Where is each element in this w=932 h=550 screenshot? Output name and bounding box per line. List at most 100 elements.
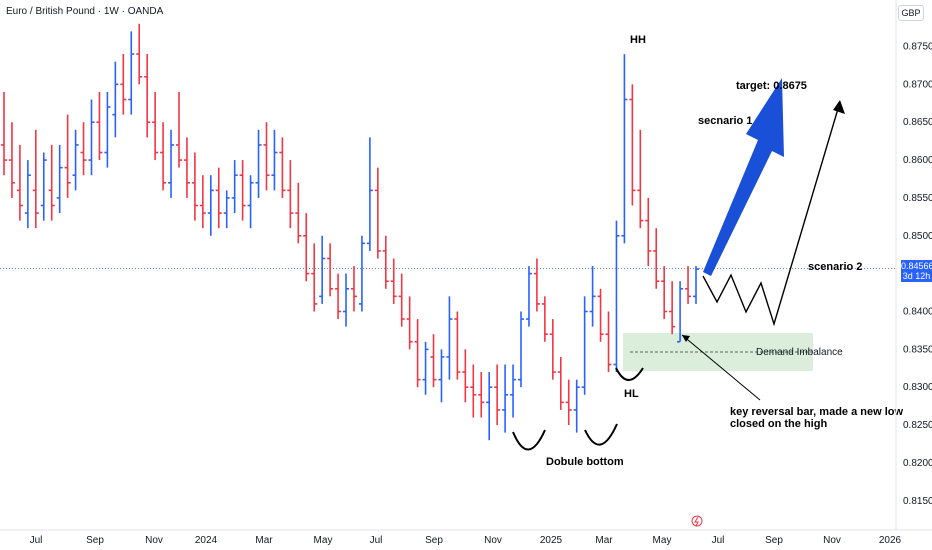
ohlc-bar bbox=[478, 372, 485, 418]
ohlc-bar bbox=[32, 129, 39, 229]
ohlc-bar bbox=[96, 91, 103, 161]
ohlc-bar bbox=[335, 273, 342, 320]
ohlc-bar bbox=[152, 91, 159, 161]
higher-low-label: HL bbox=[624, 388, 639, 400]
ohlc-bar bbox=[525, 266, 532, 327]
double-bottom-label: Dobule bottom bbox=[546, 456, 624, 468]
ohlc-bar bbox=[295, 182, 302, 244]
ohlc-bar bbox=[271, 129, 278, 191]
ohlc-bar bbox=[669, 281, 676, 335]
double-bottom-arc-right bbox=[584, 423, 618, 446]
drawings-layer: Dobule bottom HL HH key reversal bar, made … bbox=[512, 34, 903, 527]
reversal-pointer-head bbox=[682, 335, 690, 342]
higher-high-label: HH bbox=[630, 34, 646, 46]
x-tick-label: Jul bbox=[30, 535, 43, 546]
ohlc-bar bbox=[358, 235, 365, 312]
x-tick-label: Nov bbox=[484, 535, 502, 546]
x-tick-label: May bbox=[314, 535, 333, 546]
ohlc-bar bbox=[406, 296, 413, 350]
scenario2-path bbox=[702, 101, 841, 327]
ohlc-bar bbox=[541, 296, 548, 342]
scenario1-arrow bbox=[703, 78, 784, 276]
reversal-pointer-line bbox=[681, 334, 761, 401]
ohlc-bar bbox=[120, 54, 127, 115]
ohlc-bar bbox=[8, 122, 15, 198]
x-tick-label: 2025 bbox=[540, 535, 563, 546]
ohlc-bar bbox=[350, 266, 357, 312]
ohlc-bar bbox=[557, 356, 564, 410]
ohlc-bar bbox=[470, 364, 477, 418]
ohlc-bar bbox=[565, 379, 572, 426]
scenario1-label: secnario 1 bbox=[698, 115, 752, 127]
reversal-note-line2: closed on the high bbox=[730, 418, 827, 430]
ohlc-bar bbox=[510, 364, 517, 418]
scenario2-label: scenario 2 bbox=[808, 261, 862, 273]
currency-badge[interactable]: GBP bbox=[898, 5, 924, 21]
target-label: target: 0.8675 bbox=[736, 80, 807, 92]
ohlc-bar bbox=[343, 273, 350, 327]
x-tick-label: 2026 bbox=[879, 535, 902, 546]
ohlc-bar bbox=[191, 152, 198, 221]
x-tick-label: Mar bbox=[255, 535, 273, 546]
ohlc-bar bbox=[414, 319, 421, 388]
ohlc-bar bbox=[502, 364, 509, 433]
ohlc-bar bbox=[366, 137, 373, 251]
ohlc-bar bbox=[605, 311, 612, 373]
ohlc-bar bbox=[319, 235, 326, 304]
ohlc-bar bbox=[581, 296, 588, 395]
ohlc-bar bbox=[199, 175, 206, 229]
reversal-note-line1: key reversal bar, made a new low bbox=[730, 406, 903, 418]
ohlc-bar bbox=[136, 23, 143, 85]
ohlc-bar bbox=[661, 266, 668, 320]
ohlc-bar bbox=[168, 129, 175, 198]
ohlc-bar bbox=[231, 160, 238, 214]
x-tick-label: Sep bbox=[86, 535, 104, 546]
ohlc-bar bbox=[693, 266, 699, 304]
alert-icon-bolt bbox=[694, 516, 699, 527]
x-tick-label: Mar bbox=[595, 535, 613, 546]
x-tick-label: Nov bbox=[145, 535, 163, 546]
ohlc-bar bbox=[287, 160, 294, 229]
ohlc-bar bbox=[24, 160, 31, 229]
ohlc-bar bbox=[613, 220, 620, 373]
ohlc-bar bbox=[1, 91, 7, 176]
current-price-value: 0.84566 bbox=[901, 261, 932, 271]
price-bars-layer bbox=[1, 23, 699, 441]
ohlc-bar bbox=[255, 129, 262, 198]
ohlc-bar bbox=[454, 311, 461, 380]
x-tick-label: May bbox=[653, 535, 672, 546]
ohlc-bar bbox=[183, 137, 190, 198]
ohlc-bar bbox=[303, 213, 310, 282]
alert-lightning-icon bbox=[691, 515, 703, 527]
ohlc-bar bbox=[104, 91, 111, 168]
ohlc-bar bbox=[549, 319, 556, 380]
ohlc-bar bbox=[589, 266, 596, 327]
ohlc-bar bbox=[56, 144, 63, 214]
ohlc-bar bbox=[446, 296, 453, 380]
ohlc-bar bbox=[518, 311, 525, 388]
ohlc-bar bbox=[430, 334, 437, 388]
ohlc-bar bbox=[438, 349, 445, 403]
ohlc-bar bbox=[112, 61, 119, 138]
ohlc-bar bbox=[677, 281, 684, 343]
scenario2-arrowhead bbox=[833, 100, 845, 114]
x-tick-label: Sep bbox=[425, 535, 443, 546]
ohlc-bar bbox=[645, 197, 652, 267]
ohlc-bar bbox=[486, 372, 493, 441]
demand-imbalance-label: Demand Imbalance bbox=[756, 347, 843, 358]
ohlc-bar bbox=[207, 175, 214, 236]
symbol-legend[interactable]: Euro / British Pound · 1W · OANDA bbox=[6, 6, 166, 17]
ohlc-bar bbox=[64, 114, 71, 198]
ohlc-bar bbox=[374, 167, 381, 259]
ohlc-bar bbox=[422, 341, 429, 395]
x-tick-label: Nov bbox=[823, 535, 841, 546]
